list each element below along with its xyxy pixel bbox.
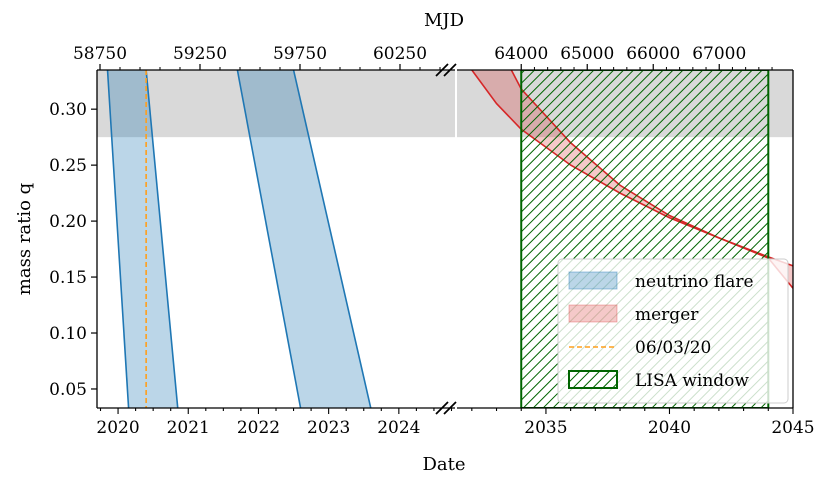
x-tick-label-left-4: 2024 (377, 418, 420, 438)
left-panel-marks (106, 70, 372, 408)
x-tick-label-left-1: 2021 (167, 418, 210, 438)
break-mark-0-a (435, 63, 449, 77)
top-tick-label-left-1: 59250 (173, 44, 227, 64)
legend-swatch-lisa (568, 370, 618, 389)
flare-edge-left-1 (106, 70, 130, 408)
legend-label-0: neutrino flare (635, 272, 754, 292)
flare-band-1 (107, 70, 178, 408)
x-tick-label-right-2: 2045 (771, 418, 814, 438)
legend-label-3: LISA window (635, 371, 749, 391)
x-tick-label-left-3: 2023 (307, 418, 350, 438)
y-tick-label-1: 0.10 (49, 324, 87, 344)
flare-band-2 (237, 70, 371, 408)
x-tick-label-right-0: 2035 (524, 418, 567, 438)
x-tick-label-left-2: 2022 (237, 418, 280, 438)
x-tick-label-right-1: 2040 (648, 418, 691, 438)
legend-label-2: 06/03/20 (635, 338, 711, 358)
legend-box (557, 258, 789, 404)
y-tick-label-5: 0.30 (49, 100, 87, 120)
flare-edge-right-2 (292, 70, 372, 408)
y-tick-label-2: 0.15 (49, 268, 87, 288)
legend-swatch-merger (568, 304, 618, 323)
top-tick-label-right-3: 67000 (692, 44, 746, 64)
gray-band-left (97, 70, 455, 138)
break-mark-1-b (443, 401, 457, 415)
flare-edge-left-2 (236, 70, 302, 408)
break-mark-0-b (443, 63, 457, 77)
top-tick-label-left-0: 58750 (73, 44, 127, 64)
y-axis-title-text: mass ratio q (14, 183, 35, 295)
top-tick-label-right-0: 64000 (494, 44, 548, 64)
legend-swatch-flare (568, 271, 618, 290)
y-tick-label-3: 0.20 (49, 212, 87, 232)
y-axis-title: mass ratio q (14, 183, 35, 295)
flare-edge-right-1 (145, 70, 179, 408)
y-tick-label-4: 0.25 (49, 156, 87, 176)
x-tick-label-left-0: 2020 (96, 418, 139, 438)
x-axis-title: Date (422, 454, 465, 475)
top-axis-title: MJD (424, 10, 464, 31)
legend-label-1: merger (635, 305, 699, 325)
top-tick-label-left-2: 59750 (273, 44, 327, 64)
break-mark-1-a (435, 401, 449, 415)
top-tick-label-right-2: 66000 (626, 44, 680, 64)
y-tick-label-0: 0.05 (49, 380, 87, 400)
top-tick-label-left-3: 60250 (373, 44, 427, 64)
top-tick-label-right-1: 65000 (560, 44, 614, 64)
